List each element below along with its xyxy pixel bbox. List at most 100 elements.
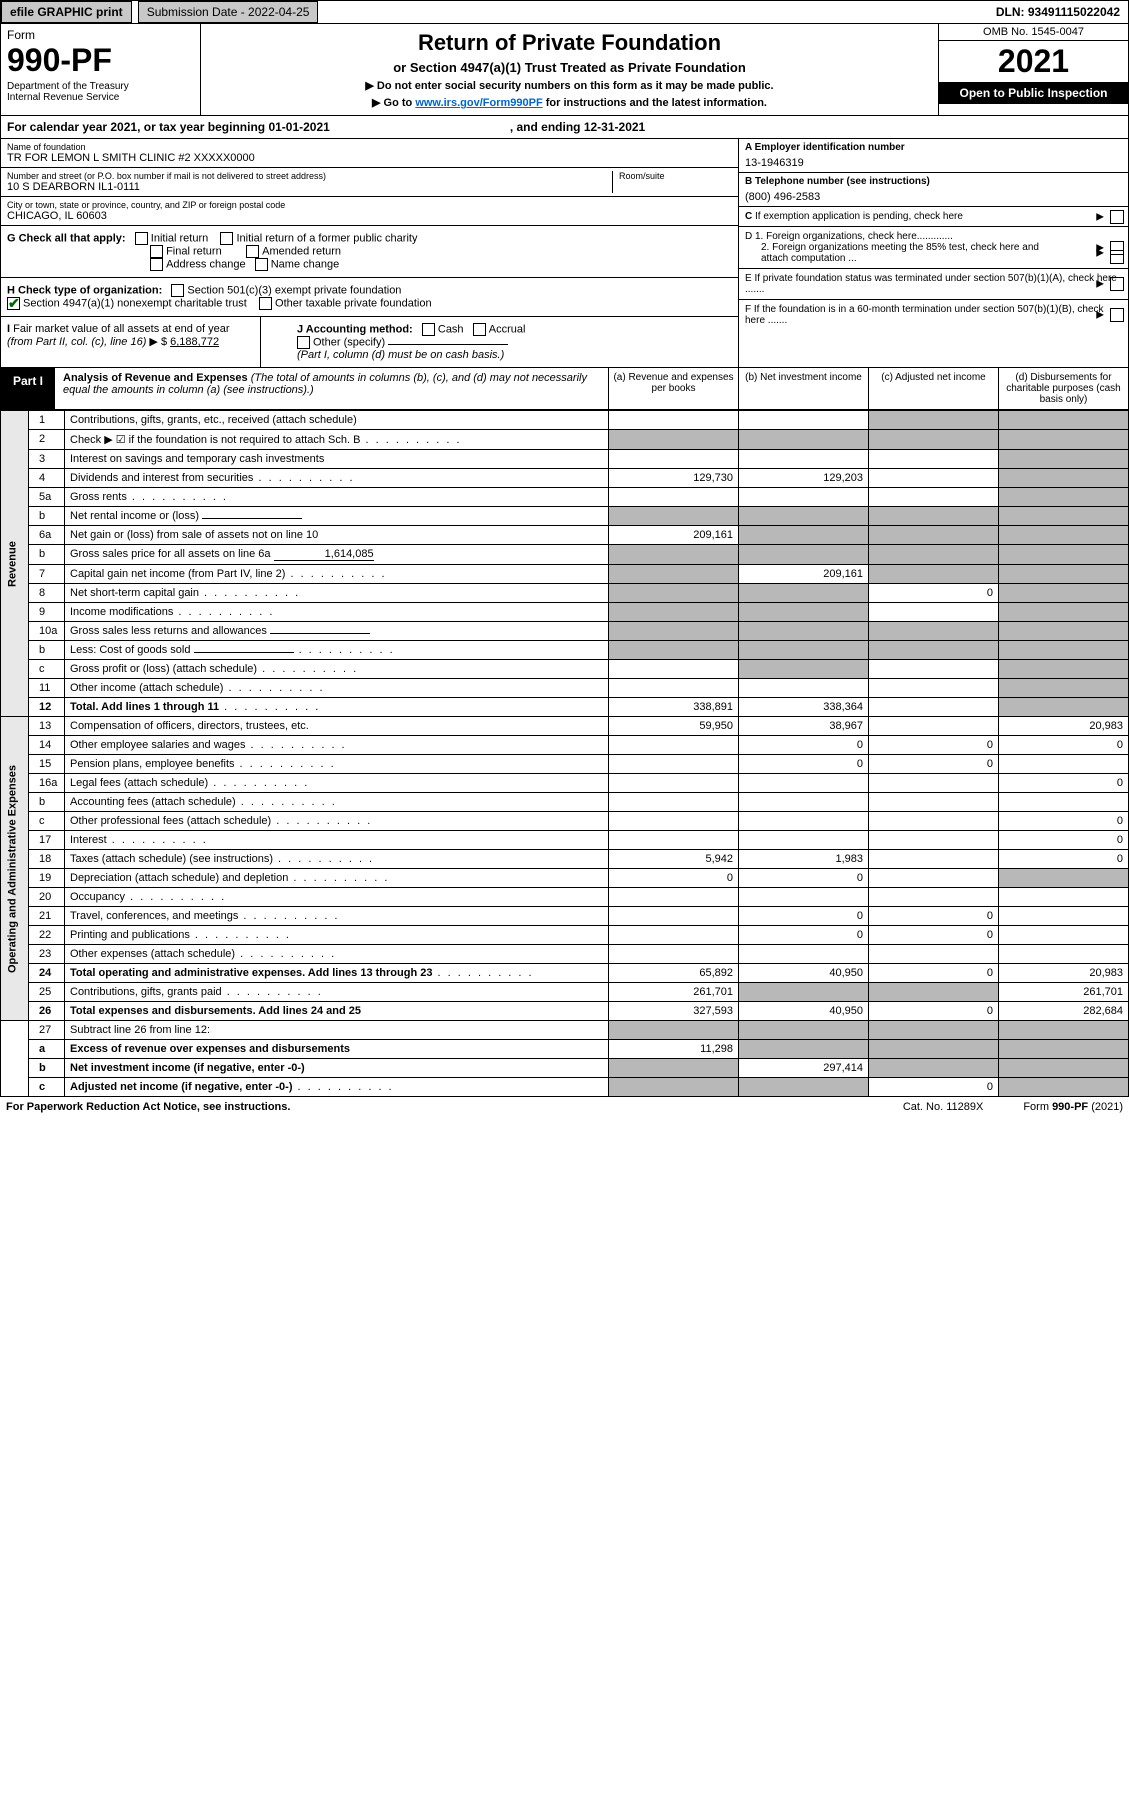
amount-cell bbox=[999, 430, 1129, 450]
amount-cell bbox=[739, 945, 869, 964]
amount-cell: 0 bbox=[869, 964, 999, 983]
table-row: 9Income modifications bbox=[1, 603, 1129, 622]
section-f: F If the foundation is in a 60-month ter… bbox=[739, 300, 1128, 330]
checkbox-final-return[interactable] bbox=[150, 245, 163, 258]
amount-cell bbox=[999, 545, 1129, 565]
checkbox-4947a1[interactable] bbox=[7, 297, 20, 310]
checkbox-other-method[interactable] bbox=[297, 336, 310, 349]
instructions-link[interactable]: www.irs.gov/Form990PF bbox=[415, 97, 542, 109]
line-number: 1 bbox=[29, 411, 65, 430]
amount-cell: 0 bbox=[739, 926, 869, 945]
amount-cell bbox=[739, 983, 869, 1002]
part-tag: Part I bbox=[1, 368, 55, 409]
checkbox-initial-former[interactable] bbox=[220, 232, 233, 245]
amount-cell bbox=[739, 1040, 869, 1059]
checkbox-c[interactable] bbox=[1110, 210, 1124, 224]
amount-cell bbox=[609, 565, 739, 584]
checkbox-501c3[interactable] bbox=[171, 284, 184, 297]
form-header: Form 990-PF Department of the TreasuryIn… bbox=[0, 24, 1129, 116]
amount-cell bbox=[739, 450, 869, 469]
opt-amended: Amended return bbox=[262, 245, 341, 257]
amount-cell bbox=[609, 660, 739, 679]
line-number: b bbox=[29, 793, 65, 812]
amount-cell bbox=[999, 660, 1129, 679]
line-description: Gross rents bbox=[65, 488, 609, 507]
line-number: 4 bbox=[29, 469, 65, 488]
footer-cat: Cat. No. 11289X bbox=[903, 1101, 984, 1113]
amount-cell bbox=[869, 1059, 999, 1078]
amount-cell bbox=[869, 831, 999, 850]
ein-value: 13-1946319 bbox=[745, 157, 1122, 169]
amount-cell bbox=[739, 1021, 869, 1040]
amount-cell bbox=[739, 411, 869, 430]
line-number: 22 bbox=[29, 926, 65, 945]
amount-cell bbox=[739, 793, 869, 812]
table-row: 21Travel, conferences, and meetings00 bbox=[1, 907, 1129, 926]
opt-other-tax: Other taxable private foundation bbox=[275, 297, 432, 309]
checkbox-cash[interactable] bbox=[422, 323, 435, 336]
table-row: 11Other income (attach schedule) bbox=[1, 679, 1129, 698]
amount-cell: 0 bbox=[999, 774, 1129, 793]
checkbox-initial-return[interactable] bbox=[135, 232, 148, 245]
arrow-icon: ▶ bbox=[1096, 310, 1104, 321]
table-row: 25Contributions, gifts, grants paid261,7… bbox=[1, 983, 1129, 1002]
amount-cell bbox=[739, 812, 869, 831]
amount-cell bbox=[869, 507, 999, 526]
table-row: bNet investment income (if negative, ent… bbox=[1, 1059, 1129, 1078]
checkbox-name-change[interactable] bbox=[255, 258, 268, 271]
amount-cell bbox=[999, 926, 1129, 945]
amount-cell bbox=[609, 545, 739, 565]
line-description: Legal fees (attach schedule) bbox=[65, 774, 609, 793]
opt-accrual: Accrual bbox=[489, 323, 526, 335]
amount-cell bbox=[609, 831, 739, 850]
line-number: 20 bbox=[29, 888, 65, 907]
checkbox-addr-change[interactable] bbox=[150, 258, 163, 271]
amount-cell: 338,364 bbox=[739, 698, 869, 717]
table-row: 27Subtract line 26 from line 12: bbox=[1, 1021, 1129, 1040]
line-number: 17 bbox=[29, 831, 65, 850]
table-row: 22Printing and publications00 bbox=[1, 926, 1129, 945]
checkbox-other-taxable[interactable] bbox=[259, 297, 272, 310]
amount-cell bbox=[999, 945, 1129, 964]
checkbox-accrual[interactable] bbox=[473, 323, 486, 336]
amount-cell: 261,701 bbox=[999, 983, 1129, 1002]
blank-section bbox=[1, 1021, 29, 1097]
amount-cell bbox=[999, 869, 1129, 888]
amount-cell bbox=[999, 1059, 1129, 1078]
line-number: 23 bbox=[29, 945, 65, 964]
c-text: If exemption application is pending, che… bbox=[755, 211, 963, 222]
amount-cell bbox=[999, 1040, 1129, 1059]
checkbox-amended[interactable] bbox=[246, 245, 259, 258]
line-number: 6a bbox=[29, 526, 65, 545]
amount-cell bbox=[869, 983, 999, 1002]
j-note: (Part I, column (d) must be on cash basi… bbox=[297, 349, 504, 361]
line-description: Occupancy bbox=[65, 888, 609, 907]
amount-cell bbox=[609, 641, 739, 660]
table-row: 12Total. Add lines 1 through 11338,89133… bbox=[1, 698, 1129, 717]
amount-cell bbox=[999, 755, 1129, 774]
line-number: b bbox=[29, 507, 65, 526]
col-d-header: (d) Disbursements for charitable purpose… bbox=[998, 368, 1128, 409]
d2-text: 2. Foreign organizations meeting the 85%… bbox=[745, 242, 1045, 264]
amount-cell bbox=[609, 679, 739, 698]
instr-post: for instructions and the latest informat… bbox=[543, 97, 767, 109]
amount-cell: 0 bbox=[999, 736, 1129, 755]
line-number: 7 bbox=[29, 565, 65, 584]
amount-cell bbox=[609, 907, 739, 926]
table-row: 17Interest0 bbox=[1, 831, 1129, 850]
amount-cell bbox=[609, 1078, 739, 1097]
amount-cell: 11,298 bbox=[609, 1040, 739, 1059]
page-footer: For Paperwork Reduction Act Notice, see … bbox=[0, 1097, 1129, 1117]
amount-cell: 0 bbox=[869, 907, 999, 926]
efile-print-button[interactable]: efile GRAPHIC print bbox=[1, 1, 132, 23]
line-description: Total operating and administrative expen… bbox=[65, 964, 609, 983]
line-description: Compensation of officers, directors, tru… bbox=[65, 717, 609, 736]
amount-cell bbox=[739, 430, 869, 450]
checkbox-e[interactable] bbox=[1110, 277, 1124, 291]
line-description: Gross sales price for all assets on line… bbox=[65, 545, 609, 565]
amount-cell bbox=[869, 565, 999, 584]
checkbox-f[interactable] bbox=[1110, 308, 1124, 322]
amount-cell: 59,950 bbox=[609, 717, 739, 736]
table-row: 8Net short-term capital gain0 bbox=[1, 584, 1129, 603]
checkbox-d2[interactable] bbox=[1110, 250, 1124, 264]
